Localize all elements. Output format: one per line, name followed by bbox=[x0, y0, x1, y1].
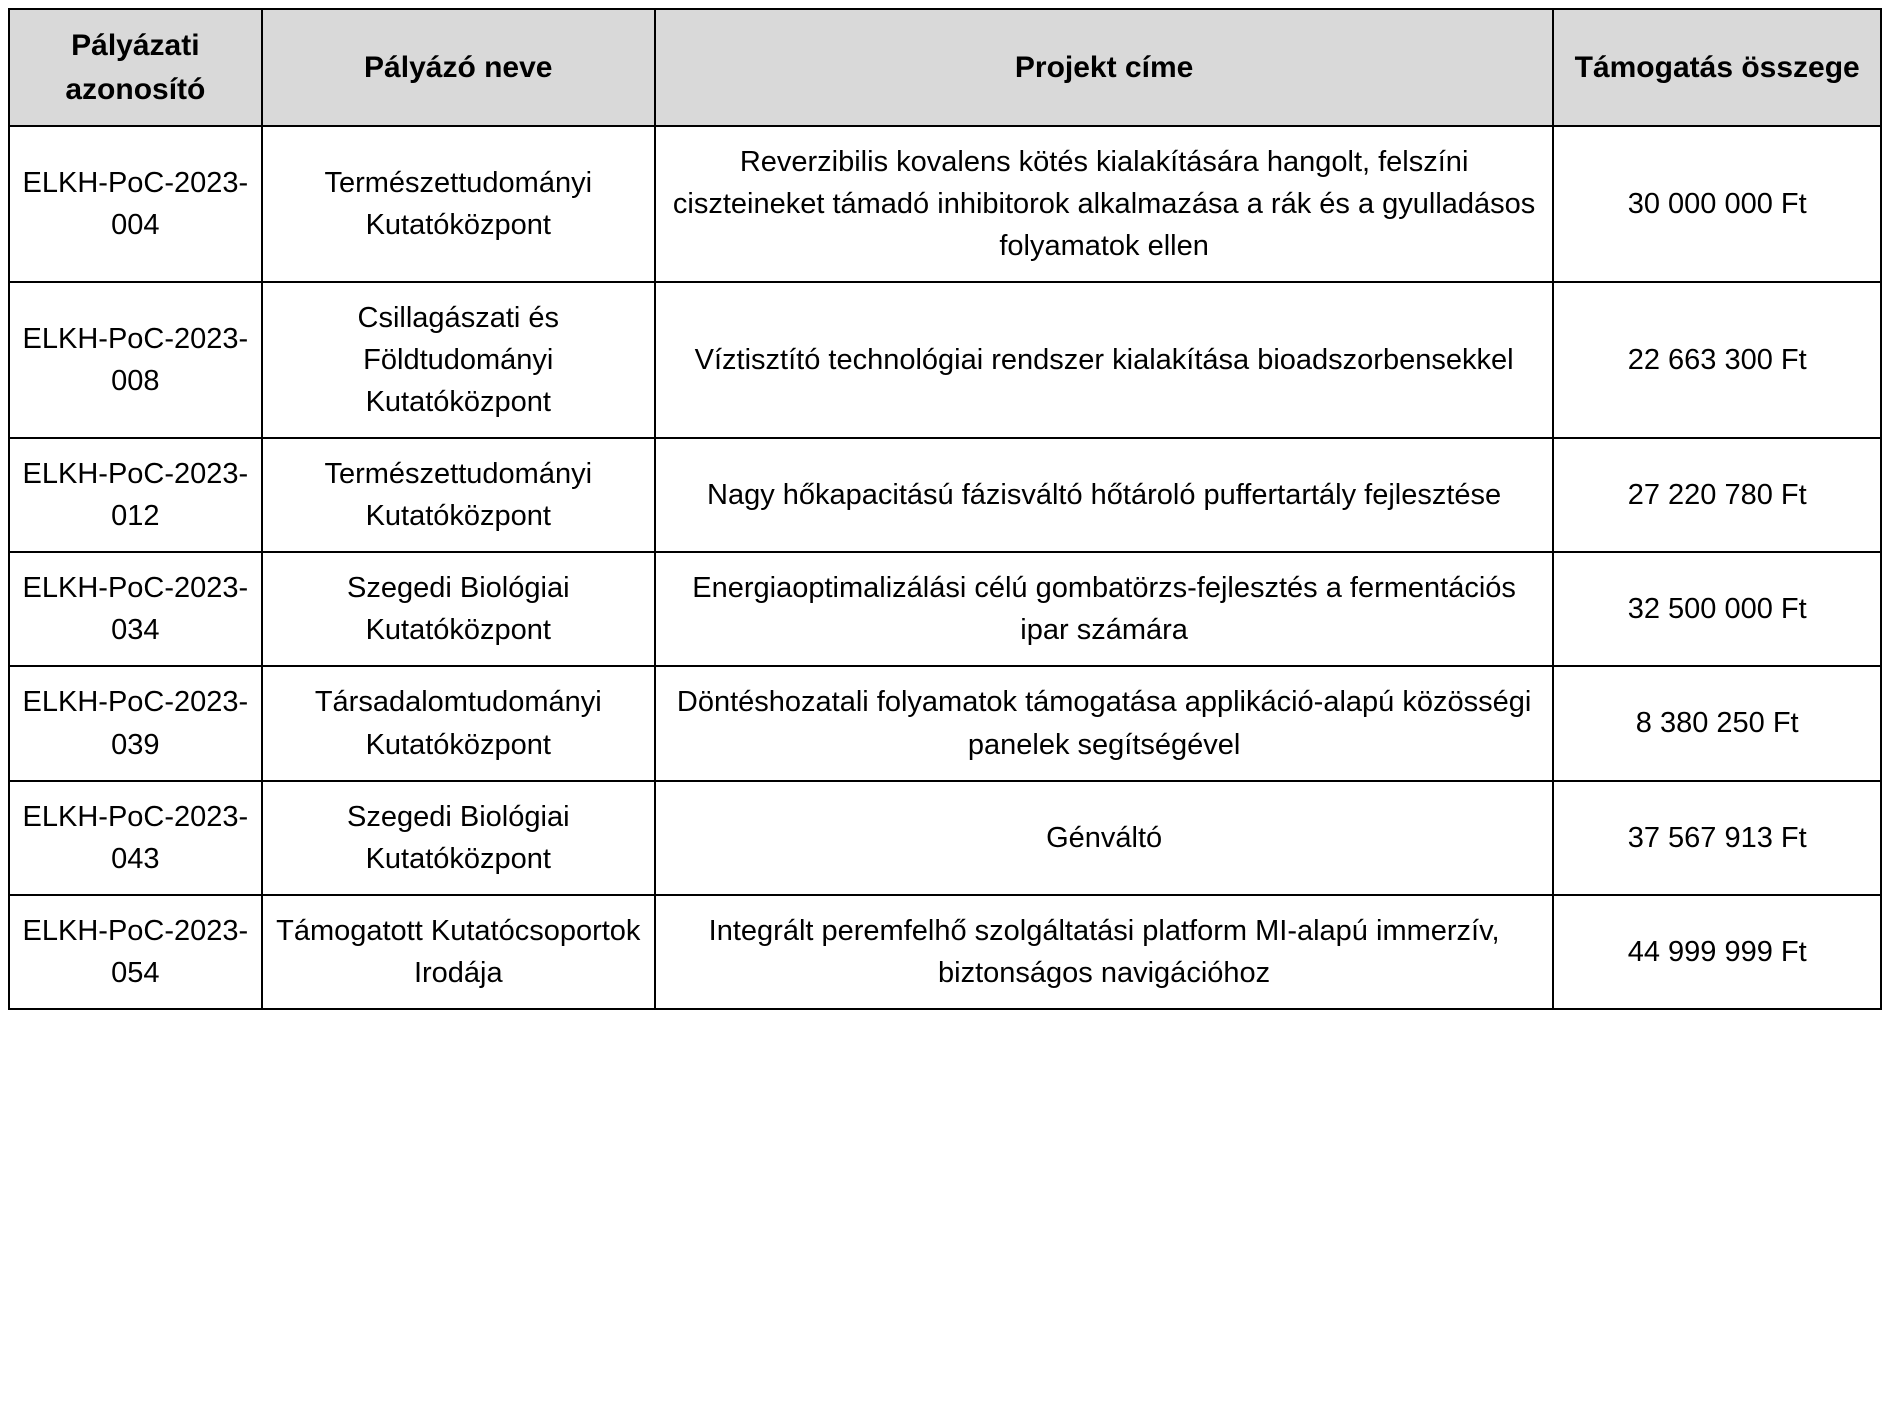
cell-id: ELKH-PoC-2023-004 bbox=[9, 126, 262, 282]
cell-applicant: Társadalomtudományi Kutatóközpont bbox=[262, 666, 655, 780]
cell-id: ELKH-PoC-2023-012 bbox=[9, 438, 262, 552]
table-row: ELKH-PoC-2023-004 Természettudományi Kut… bbox=[9, 126, 1881, 282]
col-header-applicant: Pályázó neve bbox=[262, 9, 655, 126]
cell-title: Génváltó bbox=[655, 781, 1554, 895]
col-header-title: Projekt címe bbox=[655, 9, 1554, 126]
cell-applicant: Szegedi Biológiai Kutatóközpont bbox=[262, 781, 655, 895]
table-body: ELKH-PoC-2023-004 Természettudományi Kut… bbox=[9, 126, 1881, 1009]
cell-id: ELKH-PoC-2023-043 bbox=[9, 781, 262, 895]
table-row: ELKH-PoC-2023-034 Szegedi Biológiai Kuta… bbox=[9, 552, 1881, 666]
cell-amount: 30 000 000 Ft bbox=[1553, 126, 1881, 282]
table-header: Pályázati azonosító Pályázó neve Projekt… bbox=[9, 9, 1881, 126]
table-row: ELKH-PoC-2023-012 Természettudományi Kut… bbox=[9, 438, 1881, 552]
table-row: ELKH-PoC-2023-039 Társadalomtudományi Ku… bbox=[9, 666, 1881, 780]
table-row: ELKH-PoC-2023-008 Csillagászati és Földt… bbox=[9, 282, 1881, 438]
cell-id: ELKH-PoC-2023-034 bbox=[9, 552, 262, 666]
cell-title: Integrált peremfelhő szolgáltatási platf… bbox=[655, 895, 1554, 1009]
cell-amount: 22 663 300 Ft bbox=[1553, 282, 1881, 438]
cell-title: Nagy hőkapacitású fázisváltó hőtároló pu… bbox=[655, 438, 1554, 552]
table-header-row: Pályázati azonosító Pályázó neve Projekt… bbox=[9, 9, 1881, 126]
cell-title: Döntéshozatali folyamatok támogatása app… bbox=[655, 666, 1554, 780]
grants-table: Pályázati azonosító Pályázó neve Projekt… bbox=[8, 8, 1882, 1010]
col-header-amount: Támogatás összege bbox=[1553, 9, 1881, 126]
col-header-id: Pályázati azonosító bbox=[9, 9, 262, 126]
cell-id: ELKH-PoC-2023-039 bbox=[9, 666, 262, 780]
cell-title: Víztisztító technológiai rendszer kialak… bbox=[655, 282, 1554, 438]
cell-title: Reverzibilis kovalens kötés kialakításár… bbox=[655, 126, 1554, 282]
cell-amount: 27 220 780 Ft bbox=[1553, 438, 1881, 552]
cell-amount: 8 380 250 Ft bbox=[1553, 666, 1881, 780]
cell-id: ELKH-PoC-2023-054 bbox=[9, 895, 262, 1009]
cell-title: Energiaoptimalizálási célú gombatörzs-fe… bbox=[655, 552, 1554, 666]
cell-amount: 44 999 999 Ft bbox=[1553, 895, 1881, 1009]
cell-id: ELKH-PoC-2023-008 bbox=[9, 282, 262, 438]
table-row: ELKH-PoC-2023-043 Szegedi Biológiai Kuta… bbox=[9, 781, 1881, 895]
cell-amount: 32 500 000 Ft bbox=[1553, 552, 1881, 666]
cell-applicant: Szegedi Biológiai Kutatóközpont bbox=[262, 552, 655, 666]
cell-applicant: Természettudományi Kutatóközpont bbox=[262, 126, 655, 282]
cell-amount: 37 567 913 Ft bbox=[1553, 781, 1881, 895]
cell-applicant: Természettudományi Kutatóközpont bbox=[262, 438, 655, 552]
cell-applicant: Támogatott Kutatócsoportok Irodája bbox=[262, 895, 655, 1009]
cell-applicant: Csillagászati és Földtudományi Kutatóköz… bbox=[262, 282, 655, 438]
table-row: ELKH-PoC-2023-054 Támogatott Kutatócsopo… bbox=[9, 895, 1881, 1009]
